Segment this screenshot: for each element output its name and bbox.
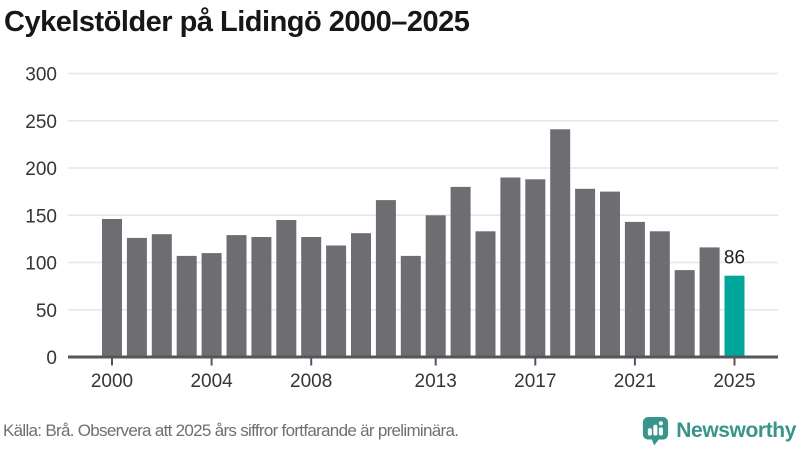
bar-2000 <box>102 219 122 357</box>
y-axis-label-0: 0 <box>46 348 57 369</box>
brand-name: Newsworthy <box>676 419 796 442</box>
y-axis-label-150: 150 <box>25 206 57 227</box>
bar-2004 <box>201 253 222 357</box>
y-axis-label-250: 250 <box>25 112 57 133</box>
x-axis-label-2021: 2021 <box>614 371 656 392</box>
bar-2021 <box>624 221 645 357</box>
bar-2007 <box>276 220 297 357</box>
chart-footer: Källa: Brå. Observera att 2025 års siffr… <box>3 414 796 448</box>
bar-2002 <box>151 234 172 357</box>
bar-2010 <box>351 233 371 357</box>
bar-2017 <box>525 179 546 357</box>
bar-2019 <box>575 188 596 357</box>
bar-2023 <box>674 270 695 357</box>
source-note: Källa: Brå. Observera att 2025 års siffr… <box>3 421 459 440</box>
bar-2013 <box>425 215 446 358</box>
bar-2011 <box>375 200 396 357</box>
x-axis-label-2025: 2025 <box>713 371 755 392</box>
bar-value-label: 86 <box>724 248 745 269</box>
bar-2020 <box>600 191 620 357</box>
x-axis-label-2013: 2013 <box>415 371 457 392</box>
x-axis-label-2017: 2017 <box>514 371 556 392</box>
x-axis-label-2008: 2008 <box>290 371 332 392</box>
y-axis-label-100: 100 <box>25 254 57 275</box>
bar-2024 <box>699 247 720 357</box>
x-axis-label-2004: 2004 <box>190 371 233 392</box>
y-axis-label-50: 50 <box>36 301 57 322</box>
bar-2001 <box>126 237 147 357</box>
bar-2005 <box>226 235 247 357</box>
bar-2014 <box>450 186 471 357</box>
bar-2012 <box>400 255 421 357</box>
bar-2008 <box>301 237 322 357</box>
bar-2018 <box>550 129 571 357</box>
bar-2025 <box>724 275 745 357</box>
bar-chart: 0 50 100 150 200 250 300 2000 2004 2008 2013 2017 20… <box>25 65 778 392</box>
bar-2003 <box>176 255 197 357</box>
chart-title: Cykelstölder på Lidingö 2000–2025 <box>4 6 470 38</box>
y-axis-label-200: 200 <box>25 159 57 180</box>
newsworthy-logo[interactable]: Newsworthy <box>642 416 796 446</box>
bar-2006 <box>251 237 272 357</box>
bar-2016 <box>500 177 521 357</box>
speech-bubble-bar-chart-icon <box>643 417 669 446</box>
bar-2015 <box>475 231 496 357</box>
bar-2022 <box>649 231 670 357</box>
x-axis-label-2000: 2000 <box>91 371 133 392</box>
bar-2009 <box>326 245 347 357</box>
y-axis-label-300: 300 <box>25 65 57 86</box>
